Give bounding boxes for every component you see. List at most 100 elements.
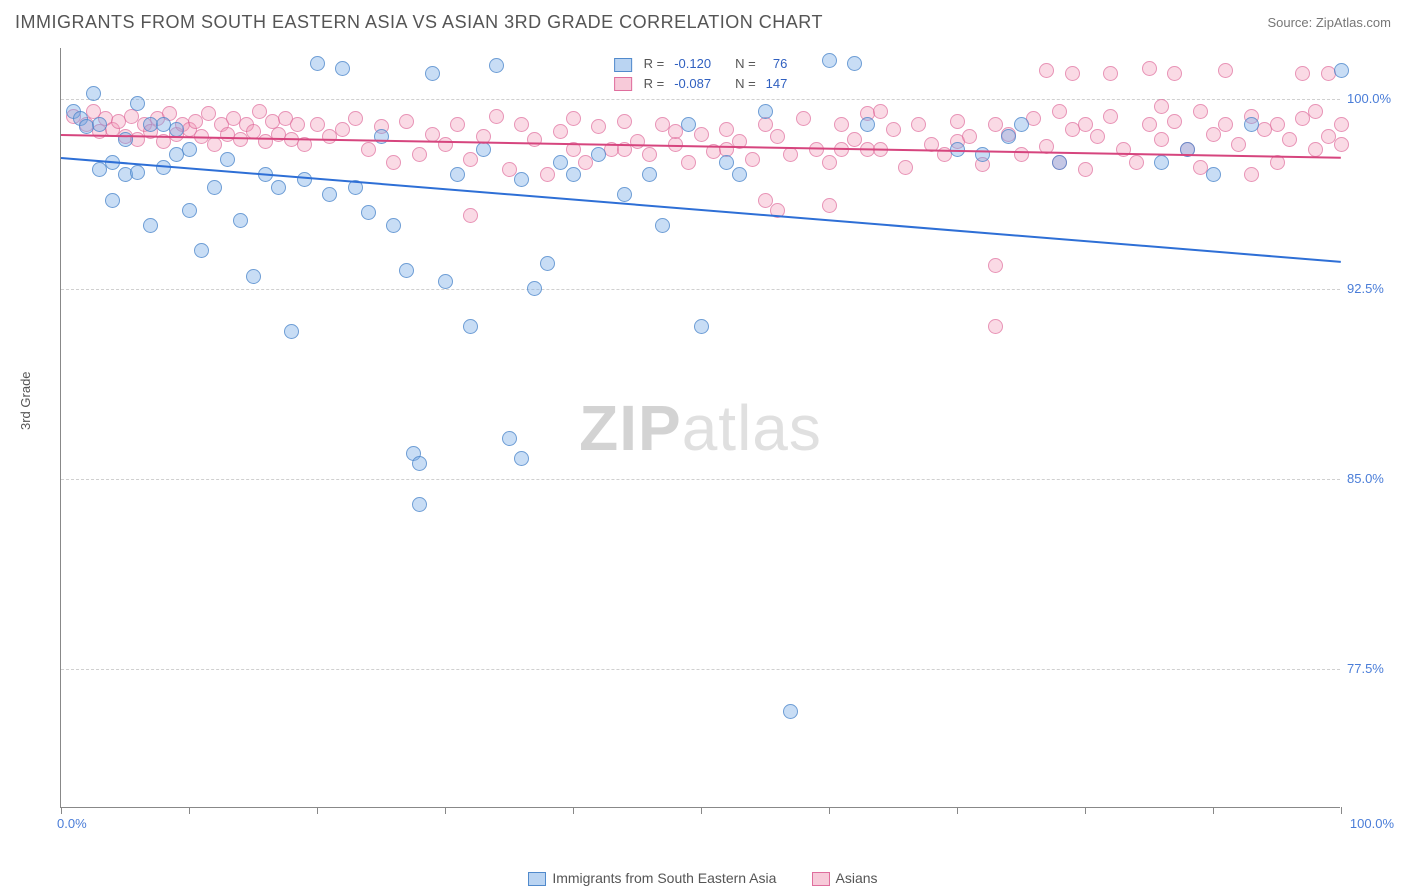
data-point-blue [156,117,171,132]
data-point-pink [386,155,401,170]
legend-top-row: R = -0.120N = 76 [610,55,792,73]
data-point-blue [1206,167,1221,182]
data-point-pink [796,111,811,126]
source-name: ZipAtlas.com [1316,15,1391,30]
data-point-blue [92,117,107,132]
legend-bottom-item: Immigrants from South Eastern Asia [528,870,776,886]
data-point-blue [361,205,376,220]
data-point-pink [252,104,267,119]
x-tick [317,807,318,814]
data-point-blue [130,96,145,111]
data-point-blue [1052,155,1067,170]
data-point-blue [566,167,581,182]
data-point-pink [1103,109,1118,124]
source-credit: Source: ZipAtlas.com [1267,15,1391,30]
data-point-pink [463,208,478,223]
data-point-blue [450,167,465,182]
correlation-legend: R = -0.120N = 76R = -0.087N = 147 [608,53,794,94]
data-point-pink [719,122,734,137]
data-point-blue [322,187,337,202]
data-point-pink [1142,117,1157,132]
x-tick [701,807,702,814]
watermark-light: atlas [682,392,822,464]
x-tick [829,807,830,814]
data-point-blue [732,167,747,182]
data-point-pink [1244,167,1259,182]
gridline-h [61,479,1340,480]
data-point-blue [335,61,350,76]
gridline-h [61,669,1340,670]
data-point-pink [1026,111,1041,126]
data-point-pink [1014,147,1029,162]
data-point-blue [169,122,184,137]
x-tick-label-min: 0.0% [57,816,87,831]
data-point-pink [770,129,785,144]
data-point-pink [463,152,478,167]
legend-n-value: 76 [762,55,792,73]
data-point-blue [719,155,734,170]
data-point-blue [476,142,491,157]
data-point-pink [1308,104,1323,119]
data-point-blue [514,172,529,187]
legend-swatch-pink [614,77,632,91]
data-point-pink [566,111,581,126]
data-point-blue [92,162,107,177]
legend-swatch-pink [812,872,830,886]
data-point-pink [1334,117,1349,132]
data-point-pink [783,147,798,162]
watermark: ZIPatlas [579,391,822,465]
data-point-blue [553,155,568,170]
x-tick [957,807,958,814]
scatter-plot-area: ZIPatlas R = -0.120N = 76R = -0.087N = 1… [60,48,1340,808]
data-point-pink [1218,63,1233,78]
data-point-pink [1295,66,1310,81]
data-point-pink [988,117,1003,132]
data-point-blue [374,129,389,144]
data-point-pink [425,127,440,142]
data-point-pink [553,124,568,139]
legend-top-row: R = -0.087N = 147 [610,75,792,93]
data-point-blue [194,243,209,258]
data-point-pink [1334,137,1349,152]
legend-bottom-item: Asians [812,870,877,886]
data-point-blue [105,193,120,208]
data-point-blue [975,147,990,162]
data-point-blue [1014,117,1029,132]
data-point-pink [758,193,773,208]
data-point-blue [207,180,222,195]
data-point-blue [642,167,657,182]
data-point-blue [527,281,542,296]
legend-swatch-blue [614,58,632,72]
data-point-pink [950,114,965,129]
data-point-pink [540,167,555,182]
data-point-blue [118,132,133,147]
data-point-blue [655,218,670,233]
x-tick [189,807,190,814]
data-point-pink [988,258,1003,273]
data-point-pink [1308,142,1323,157]
data-point-pink [412,147,427,162]
data-point-pink [642,147,657,162]
data-point-blue [412,497,427,512]
data-point-pink [988,319,1003,334]
data-point-blue [386,218,401,233]
data-point-blue [783,704,798,719]
data-point-pink [1065,66,1080,81]
data-point-pink [822,198,837,213]
source-prefix: Source: [1267,15,1315,30]
legend-r-value: -0.120 [670,55,715,73]
data-point-pink [207,137,222,152]
legend-n-label: N = [731,55,760,73]
data-point-pink [745,152,760,167]
data-point-blue [489,58,504,73]
data-point-blue [694,319,709,334]
data-point-pink [847,132,862,147]
data-point-pink [348,111,363,126]
data-point-blue [847,56,862,71]
x-tick [1341,807,1342,814]
x-tick [573,807,574,814]
data-point-blue [1244,117,1259,132]
data-point-pink [1193,104,1208,119]
watermark-bold: ZIP [579,392,682,464]
data-point-pink [911,117,926,132]
